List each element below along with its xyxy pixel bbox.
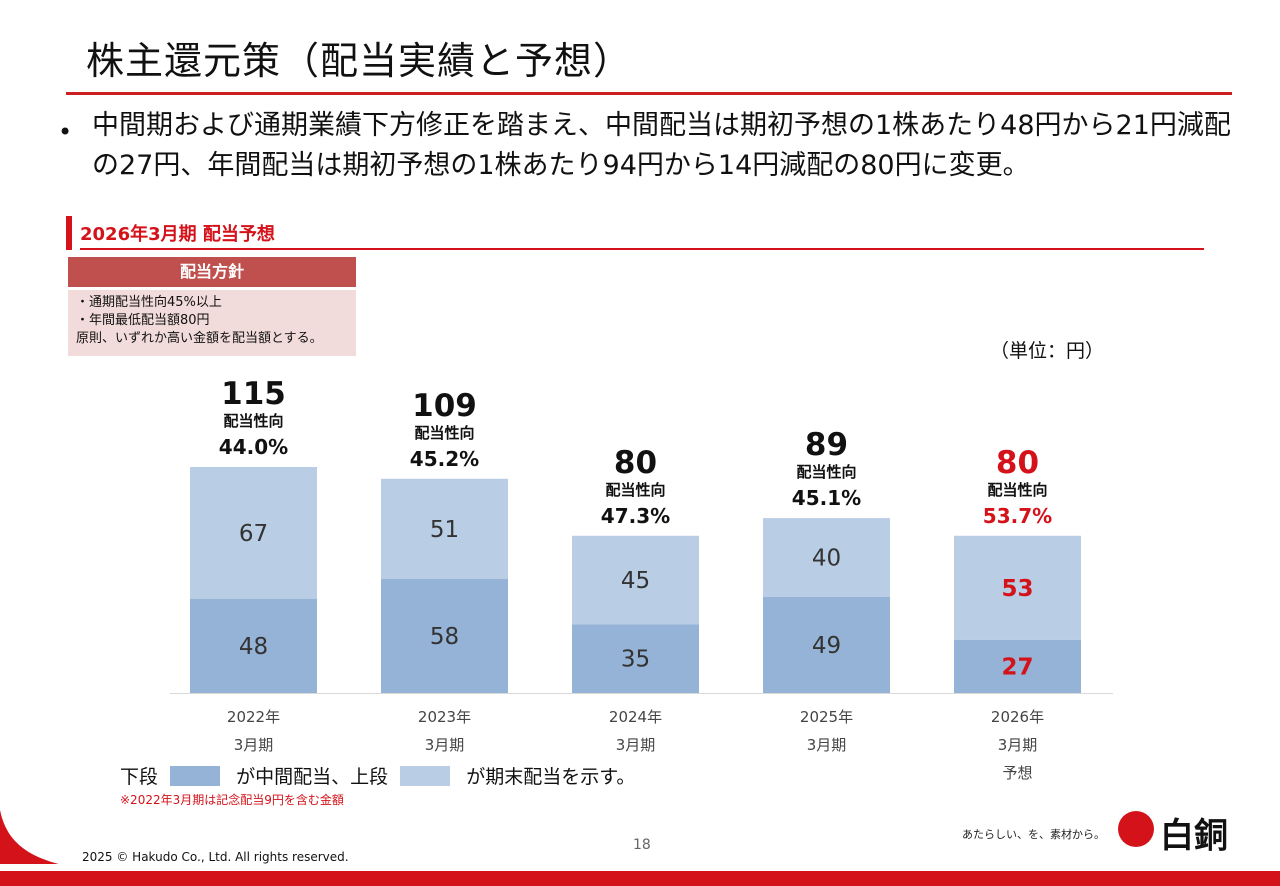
data-label-interim: 49 <box>812 633 841 659</box>
category-label: 3月期 <box>807 736 847 754</box>
data-label-interim: 27 <box>1001 654 1033 680</box>
bar-interim <box>954 639 1081 693</box>
bar-yearend <box>954 535 1081 640</box>
bar-yearend <box>763 518 890 597</box>
policy-line: 原則、いずれか高い金額を配当額とする。 <box>76 331 323 346</box>
payout-ratio-label: 配当性向 <box>414 424 474 442</box>
bullet-icon: • <box>58 118 73 146</box>
bar-yearend <box>381 478 508 580</box>
category-label: 2024年 <box>609 708 662 726</box>
decorative-swoosh <box>0 810 110 872</box>
category-label: 2023年 <box>418 708 471 726</box>
payout-ratio-label: 配当性向 <box>223 412 283 430</box>
copyright: 2025 © Hakudo Co., Ltd. All rights reser… <box>82 850 349 864</box>
category-label: 3月期 <box>998 736 1038 754</box>
total-dividend-label: 80 <box>614 445 657 481</box>
category-label: 3月期 <box>425 736 465 754</box>
category-label: 3月期 <box>616 736 656 754</box>
data-label-yearend: 67 <box>239 521 268 547</box>
payout-ratio-label: 配当性向 <box>796 463 856 481</box>
legend-interim-text: が中間配当、上段 <box>236 766 389 788</box>
total-dividend-label: 89 <box>805 427 848 463</box>
total-dividend-label: 80 <box>996 445 1039 481</box>
category-label: 3月期 <box>234 736 274 754</box>
bar-interim <box>572 624 699 693</box>
page-number: 18 <box>633 837 651 853</box>
summary-bullet: 中間期および通期業績下方修正を踏まえ、中間配当は期初予想の1株あたり48円から2… <box>92 110 1231 181</box>
category-label: 2025年 <box>800 708 853 726</box>
data-label-yearend: 53 <box>1001 576 1033 602</box>
bar-yearend <box>190 467 317 599</box>
bar-yearend <box>572 535 699 625</box>
data-label-yearend: 40 <box>812 545 841 571</box>
payout-ratio-value: 44.0% <box>219 435 288 459</box>
total-dividend-label: 115 <box>221 376 286 412</box>
legend-yearend-text: が期末配当を示す。 <box>466 766 636 788</box>
total-dividend-label: 109 <box>412 388 477 424</box>
policy-header: 配当方針 <box>68 257 356 287</box>
title-divider <box>66 92 1232 95</box>
legend: 下段 が中間配当、上段 が期末配当を示す。 <box>120 762 635 789</box>
section-marker <box>66 216 72 250</box>
section-title: 2026年3月期 配当予想 <box>80 224 275 245</box>
payout-ratio-label: 配当性向 <box>605 481 665 499</box>
payout-ratio-label: 配当性向 <box>987 481 1047 499</box>
legend-yearend-swatch <box>400 766 451 786</box>
data-label-interim: 48 <box>239 634 268 660</box>
unit-label: （単位：円） <box>990 340 1105 362</box>
category-label: 2026年 <box>991 708 1044 726</box>
footer-red-bar <box>0 871 1280 886</box>
data-label-yearend: 45 <box>621 568 650 594</box>
bar-interim <box>190 598 317 693</box>
payout-ratio-value: 53.7% <box>983 504 1052 528</box>
legend-prefix: 下段 <box>120 766 159 788</box>
data-label-yearend: 51 <box>430 517 459 543</box>
bar-interim <box>381 579 508 693</box>
page-title: 株主還元策（配当実績と予想） <box>86 39 633 83</box>
legend-interim-swatch <box>170 766 221 786</box>
logo-icon <box>1118 811 1154 847</box>
footnote: ※2022年3月期は記念配当9円を含む金額 <box>120 793 344 807</box>
data-label-interim: 58 <box>430 624 459 650</box>
policy-line: ・通期配当性向45%以上 <box>76 295 222 310</box>
category-label: 2022年 <box>227 708 280 726</box>
payout-ratio-value: 47.3% <box>601 504 670 528</box>
category-label: 予想 <box>1002 764 1032 782</box>
data-label-interim: 35 <box>621 647 650 673</box>
policy-box: ・通期配当性向45%以上 ・年間最低配当額80円 原則、いずれか高い金額を配当額… <box>68 290 356 356</box>
logo-text: 白銅 <box>1160 816 1228 856</box>
payout-ratio-value: 45.1% <box>792 486 861 510</box>
bar-interim <box>763 596 890 693</box>
policy-line: ・年間最低配当額80円 <box>76 313 210 328</box>
payout-ratio-value: 45.2% <box>410 447 479 471</box>
tagline: あたらしい、を、素材から。 <box>962 828 1105 841</box>
section-divider <box>80 248 1204 250</box>
